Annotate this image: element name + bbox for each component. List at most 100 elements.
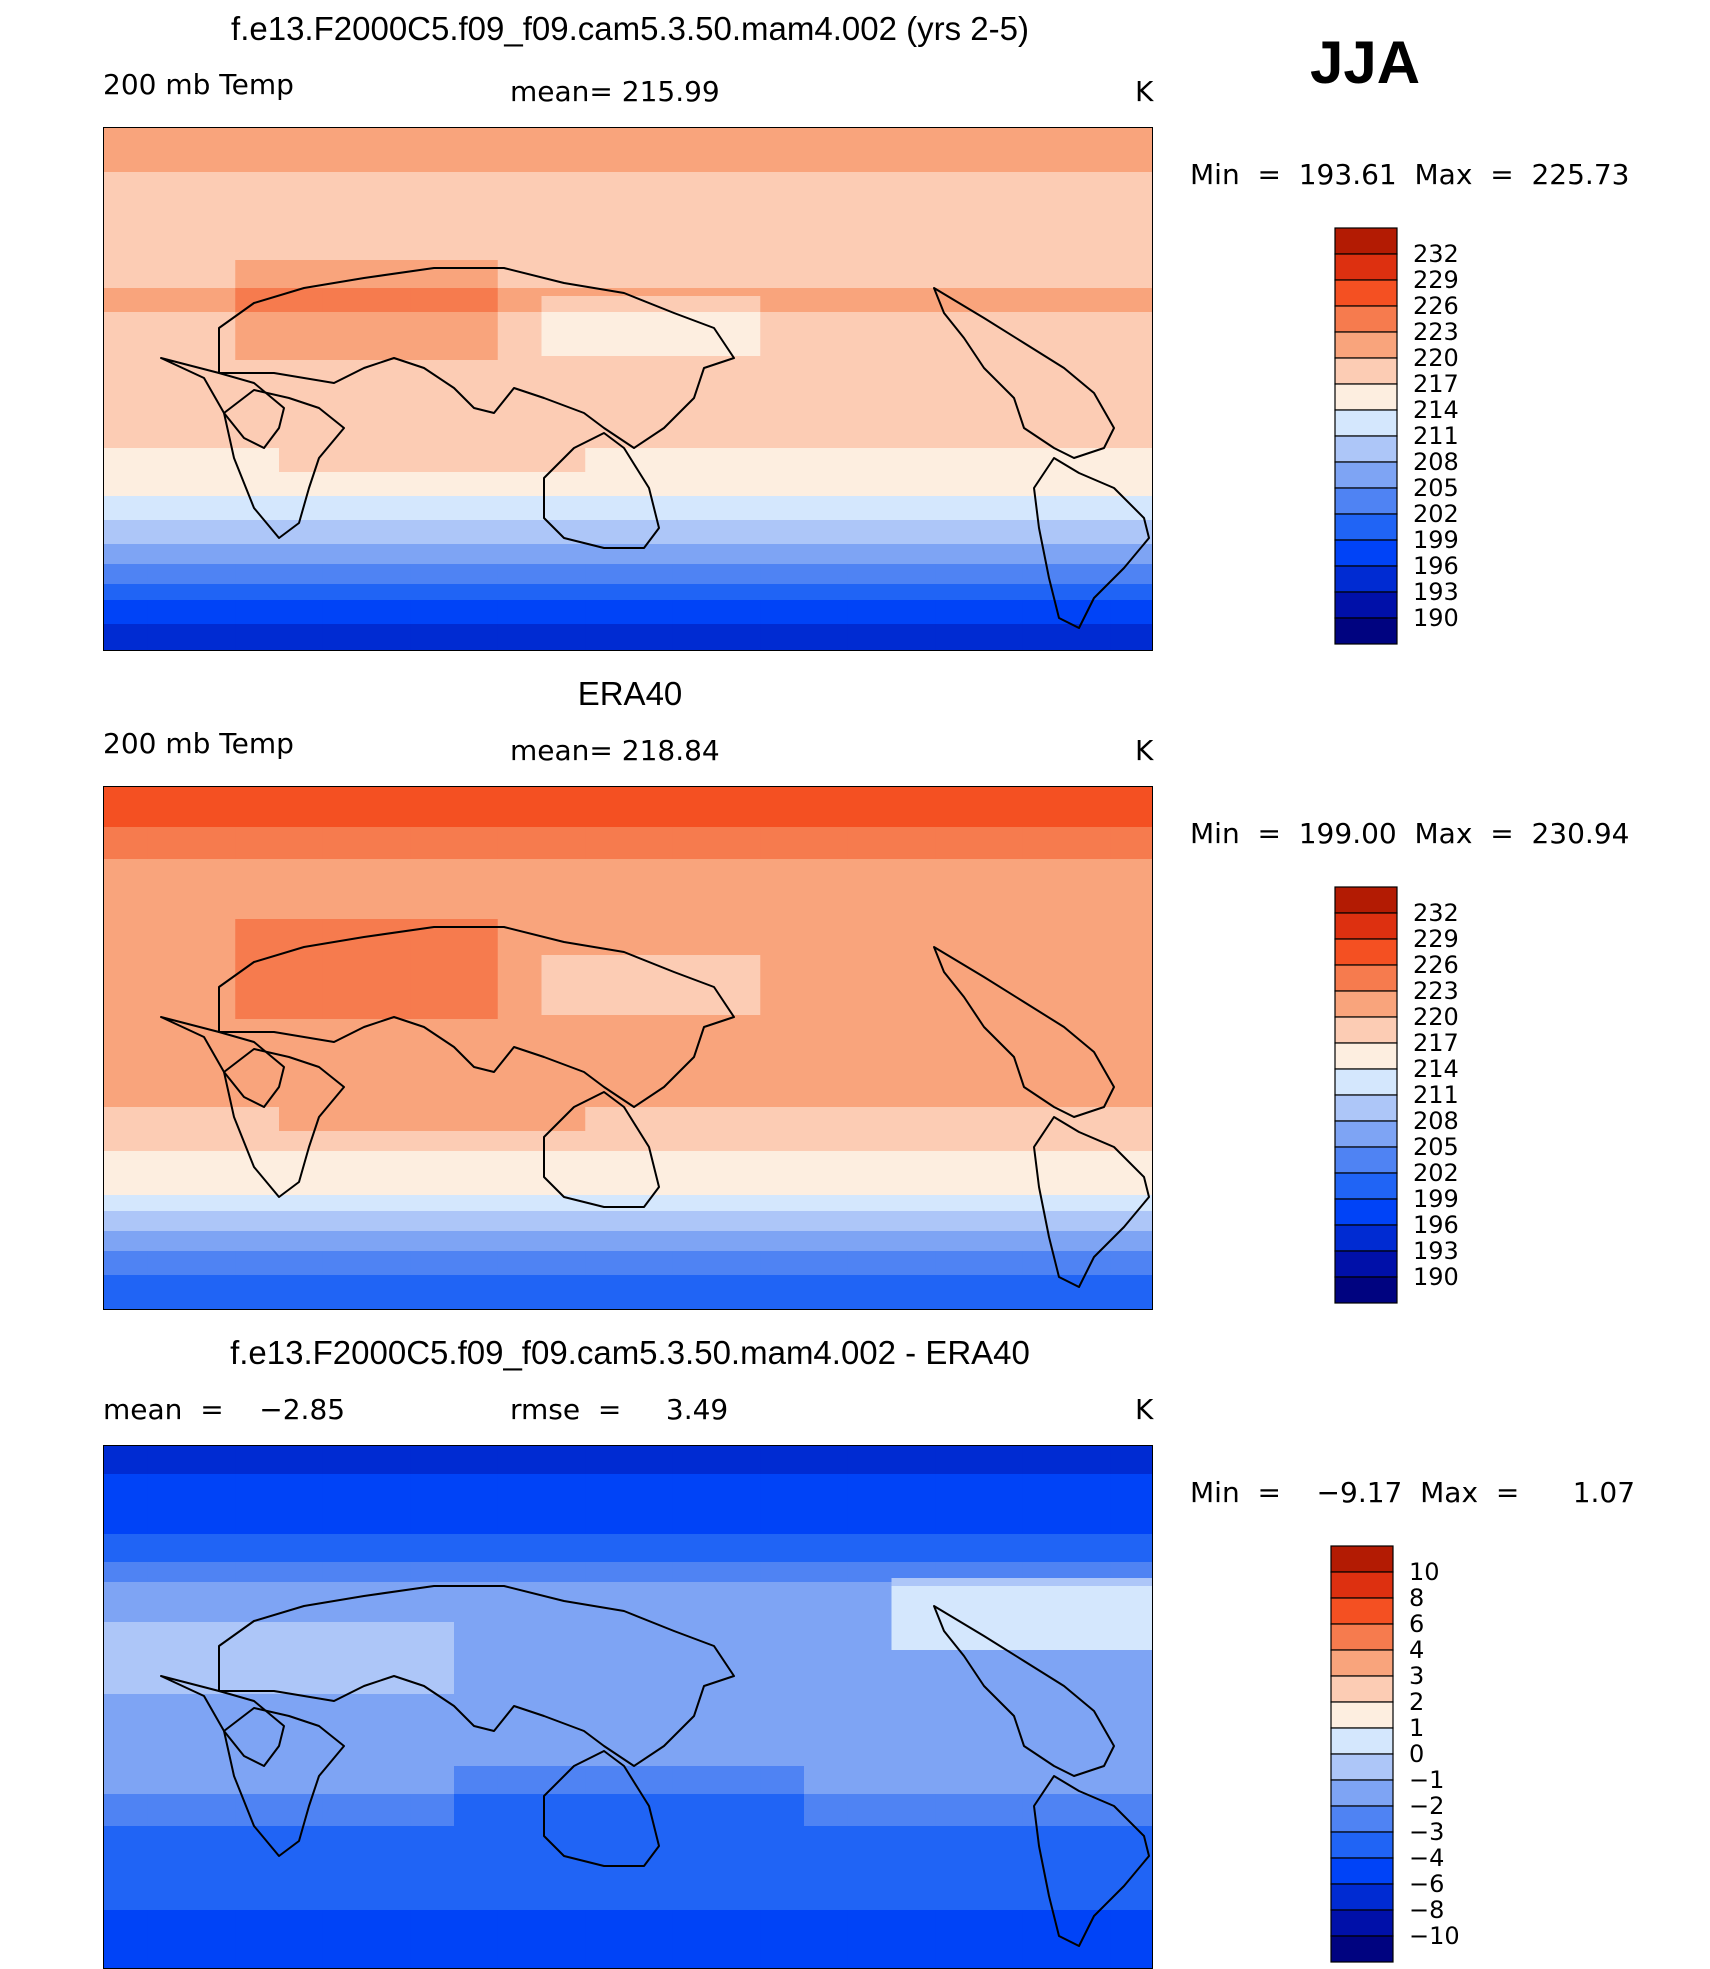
- heatmap-cell: [717, 843, 761, 848]
- heatmap-cell: [585, 919, 629, 924]
- heatmap-cell: [673, 404, 717, 409]
- heatmap-cell: [717, 188, 761, 193]
- heatmap-cell: [323, 236, 367, 241]
- heatmap-cell: [804, 1011, 848, 1016]
- colorbar-tick-label: 223: [1413, 318, 1459, 346]
- heatmap-cell: [848, 224, 892, 229]
- heatmap-cell: [323, 863, 367, 868]
- heatmap-cell: [935, 636, 979, 641]
- heatmap-cell: [192, 927, 236, 932]
- heatmap-cell: [760, 907, 804, 912]
- heatmap-cell: [673, 564, 717, 569]
- heatmap-cell: [1023, 943, 1067, 948]
- heatmap-cell: [979, 248, 1023, 253]
- heatmap-cell: [1067, 620, 1111, 625]
- heatmap-cell: [673, 444, 717, 449]
- heatmap-cell: [498, 548, 542, 553]
- heatmap-cell: [935, 432, 979, 437]
- heatmap-cell: [935, 1083, 979, 1088]
- heatmap-cell: [148, 536, 192, 541]
- heatmap-cell: [935, 835, 979, 840]
- heatmap-cell: [673, 372, 717, 377]
- heatmap-cell: [804, 292, 848, 297]
- heatmap-cell: [367, 312, 411, 317]
- heatmap-cell: [629, 412, 673, 417]
- heatmap-cell: [148, 308, 192, 313]
- heatmap-cell: [279, 212, 323, 217]
- heatmap-cell: [935, 380, 979, 385]
- heatmap-cell: [279, 955, 323, 960]
- heatmap-cell: [760, 1047, 804, 1052]
- heatmap-cell: [892, 396, 936, 401]
- heatmap-cell: [542, 919, 586, 924]
- heatmap-cell: [235, 624, 279, 629]
- heatmap-cell: [410, 604, 454, 609]
- heatmap-cell: [498, 855, 542, 860]
- heatmap-cell: [1023, 987, 1067, 992]
- heatmap-cell: [454, 967, 498, 972]
- heatmap-cell: [760, 564, 804, 569]
- heatmap-cell: [410, 875, 454, 880]
- heatmap-cell: [673, 955, 717, 960]
- heatmap-cell: [1110, 871, 1153, 876]
- heatmap-cell: [1023, 1031, 1067, 1036]
- heatmap-cell: [760, 172, 804, 177]
- heatmap-cell: [848, 612, 892, 617]
- heatmap-cell: [1110, 855, 1153, 860]
- heatmap-cell: [454, 1031, 498, 1036]
- heatmap-cell: [192, 248, 236, 253]
- heatmap-cell: [235, 576, 279, 581]
- heatmap-cell: [673, 428, 717, 433]
- heatmap-cell: [542, 324, 586, 329]
- heatmap-cell: [629, 939, 673, 944]
- heatmap-cell: [498, 428, 542, 433]
- heatmap-cell: [235, 492, 279, 497]
- heatmap-cell: [629, 208, 673, 213]
- heatmap-cell: [673, 448, 717, 453]
- heatmap-cell: [1067, 548, 1111, 553]
- heatmap-cell: [192, 799, 236, 804]
- heatmap-cell: [542, 292, 586, 297]
- heatmap-cell: [717, 316, 761, 321]
- heatmap-cell: [717, 376, 761, 381]
- heatmap-cell: [148, 612, 192, 617]
- heatmap-cell: [542, 248, 586, 253]
- heatmap-cell: [585, 216, 629, 221]
- heatmap-cell: [192, 208, 236, 213]
- heatmap-cell: [148, 979, 192, 984]
- heatmap-cell: [717, 348, 761, 353]
- heatmap-cell: [104, 356, 148, 361]
- heatmap-cell: [629, 899, 673, 904]
- heatmap-cell: [585, 1035, 629, 1040]
- heatmap-cell: [367, 180, 411, 185]
- heatmap-cell: [717, 1035, 761, 1040]
- heatmap-cell: [1067, 644, 1111, 649]
- heatmap-cell: [367, 348, 411, 353]
- heatmap-cell: [935, 312, 979, 317]
- heatmap-cell: [1067, 995, 1111, 1000]
- heatmap-cell: [892, 560, 936, 565]
- heatmap-cell: [1023, 300, 1067, 305]
- heatmap-cell: [1023, 855, 1067, 860]
- heatmap-cell: [1023, 895, 1067, 900]
- heatmap-cell: [892, 1003, 936, 1008]
- heatmap-cell: [935, 316, 979, 321]
- heatmap-cell: [804, 795, 848, 800]
- heatmap-cell: [323, 967, 367, 972]
- heatmap-cell: [1067, 959, 1111, 964]
- heatmap-cell: [410, 959, 454, 964]
- heatmap-cell: [848, 360, 892, 365]
- heatmap-cell: [323, 887, 367, 892]
- heatmap-cell: [979, 807, 1023, 812]
- heatmap-cell: [192, 995, 236, 1000]
- heatmap-cell: [629, 232, 673, 237]
- heatmap-cell: [104, 919, 148, 924]
- heatmap-cell: [454, 472, 498, 477]
- heatmap-cell: [629, 1031, 673, 1036]
- heatmap-cell: [454, 624, 498, 629]
- heatmap-cell: [673, 240, 717, 245]
- heatmap-cell: [673, 1007, 717, 1012]
- heatmap-cell: [804, 847, 848, 852]
- heatmap-cell: [1067, 572, 1111, 577]
- heatmap-cell: [760, 312, 804, 317]
